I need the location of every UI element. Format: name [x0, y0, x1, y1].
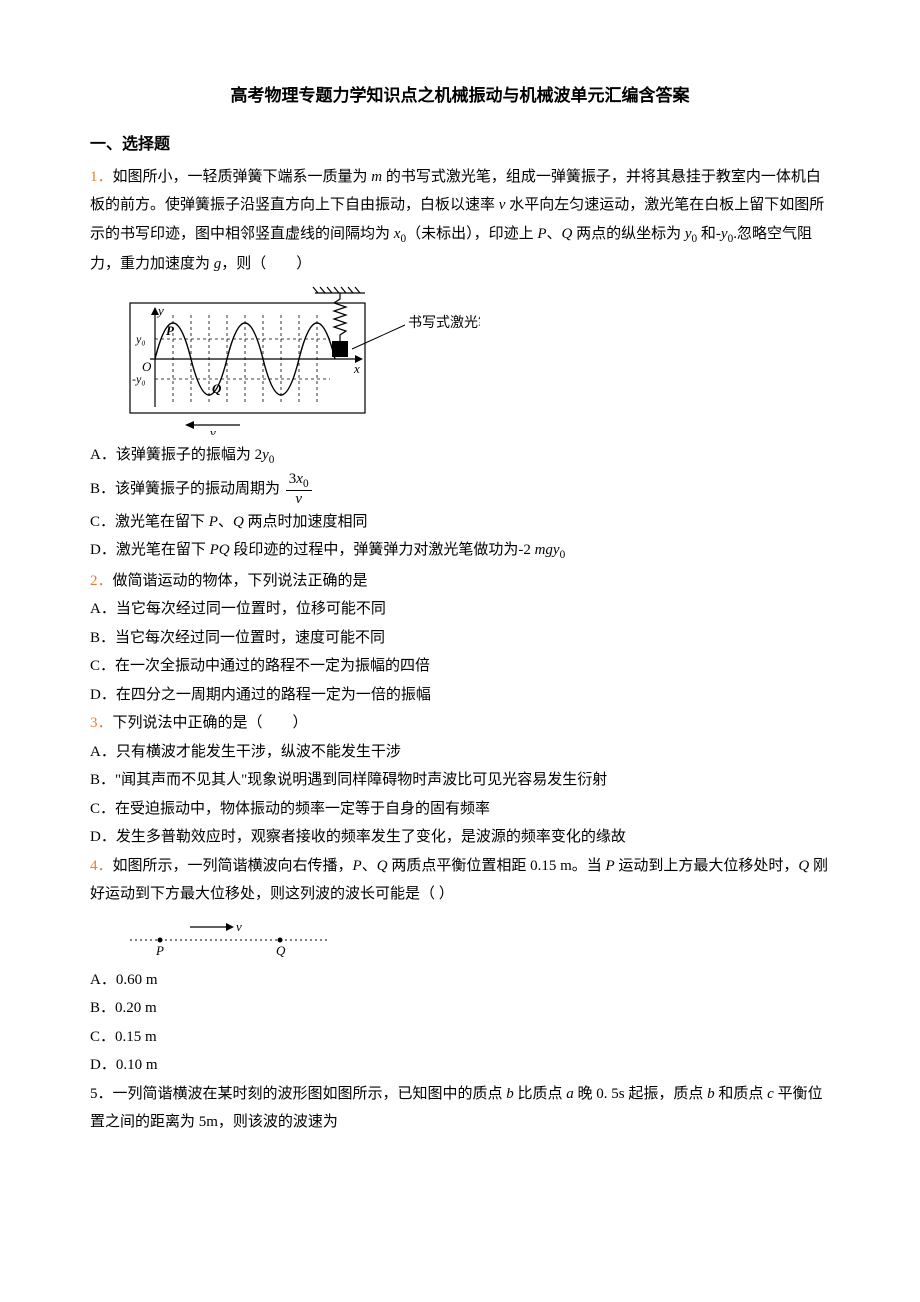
- question-3: 3．下列说法中正确的是（ ）: [90, 709, 830, 738]
- q2-number: 2．: [90, 573, 113, 589]
- question-4: 4．如图所示，一列简谐横波向右传播，P、Q 两质点平衡位置相距 0.15 m。当…: [90, 852, 830, 909]
- q4-optD: D．0.10 m: [90, 1051, 830, 1080]
- q4-figure: P Q v: [120, 915, 830, 960]
- q1-text-d: （未标出），印迹上: [406, 226, 537, 242]
- q3-optB: B．"闻其声而不见其人"现象说明遇到同样障碍物时声波比可见光容易发生衍射: [90, 766, 830, 795]
- q3-optA: A．只有横波才能发生干涉，纵波不能发生干涉: [90, 738, 830, 767]
- q1-text-i: ，则（ ）: [221, 256, 311, 272]
- page-title: 高考物理专题力学知识点之机械振动与机械波单元汇编含答案: [90, 80, 830, 112]
- q4-optC: C．0.15 m: [90, 1023, 830, 1052]
- q1-optB: B．该弹簧振子的振动周期为 3x0v: [90, 471, 830, 508]
- q4-number: 4．: [90, 858, 113, 874]
- question-1: 1．如图所小，一轻质弹簧下端系一质量为 m 的书写式激光笔，组成一弹簧振子，并将…: [90, 163, 830, 279]
- q1-text-g: 和-: [697, 226, 721, 242]
- q1-fig-y0p: y₀: [135, 332, 146, 346]
- q1-figure: 书写式激光笔 y x O y₀ -y₀ P Q v: [120, 285, 830, 435]
- q1-P: P: [537, 226, 546, 242]
- q1-number: 1．: [90, 169, 113, 185]
- q1-Q: Q: [562, 226, 573, 242]
- q1-text-a: 如图所小，一轻质弹簧下端系一质量为: [113, 169, 372, 185]
- q1-text-e: 、: [547, 226, 562, 242]
- q3-optC: C．在受迫振动中，物体振动的频率一定等于自身的固有频率: [90, 795, 830, 824]
- q5-number: 5．: [90, 1086, 113, 1102]
- q1-fig-x-axis: x: [353, 361, 360, 376]
- q4-optB: B．0.20 m: [90, 994, 830, 1023]
- q1-text-f: 两点的纵坐标为: [572, 226, 685, 242]
- q1-fig-P: P: [166, 323, 175, 338]
- q2-optD: D．在四分之一周期内通过的路程一定为一倍的振幅: [90, 681, 830, 710]
- q3-number: 3．: [90, 715, 113, 731]
- q1-y0b: y: [721, 226, 728, 242]
- q1-optC: C．激光笔在留下 P、Q 两点时加速度相同: [90, 508, 830, 537]
- q2-optA: A．当它每次经过同一位置时，位移可能不同: [90, 595, 830, 624]
- q1-fig-v: v: [210, 425, 216, 435]
- q1-y0: y: [685, 226, 692, 242]
- q4-fig-Q: Q: [276, 943, 286, 958]
- question-2: 2．做简谐运动的物体，下列说法正确的是: [90, 567, 830, 596]
- q4-optA: A．0.60 m: [90, 966, 830, 995]
- q1-fig-y0n: -y₀: [132, 372, 146, 386]
- q1-optD: D．激光笔在留下 PQ 段印迹的过程中，弹簧弹力对激光笔做功为-2 mgy0: [90, 536, 830, 566]
- question-5: 5．一列简谐横波在某时刻的波形图如图所示，已知图中的质点 b 比质点 a 晚 0…: [90, 1080, 830, 1137]
- q1-m: m: [371, 169, 382, 185]
- q4-fig-P: P: [155, 943, 164, 958]
- q1-fig-pen-label: 书写式激光笔: [408, 314, 480, 331]
- q2-optC: C．在一次全振动中通过的路程不一定为振幅的四倍: [90, 652, 830, 681]
- q1-fig-Q: Q: [212, 381, 222, 396]
- q1-optA: A．该弹簧振子的振幅为 2y0: [90, 441, 830, 471]
- q3-optD: D．发生多普勒效应时，观察者接收的频率发生了变化，是波源的频率变化的缘故: [90, 823, 830, 852]
- q2-optB: B．当它每次经过同一位置时，速度可能不同: [90, 624, 830, 653]
- section-heading: 一、选择题: [90, 130, 830, 160]
- q4-fig-v: v: [236, 919, 242, 934]
- q1-fig-y-axis: y: [156, 303, 164, 318]
